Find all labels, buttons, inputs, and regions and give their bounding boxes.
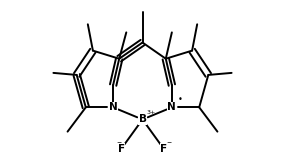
Text: −: − — [166, 140, 172, 145]
Text: B: B — [139, 115, 146, 124]
Text: F: F — [118, 144, 125, 154]
Text: F: F — [160, 144, 167, 154]
Text: •: • — [177, 95, 182, 104]
Text: 3+: 3+ — [147, 110, 156, 115]
Text: −: − — [116, 140, 121, 145]
Text: N: N — [168, 102, 176, 112]
Text: N: N — [109, 102, 117, 112]
